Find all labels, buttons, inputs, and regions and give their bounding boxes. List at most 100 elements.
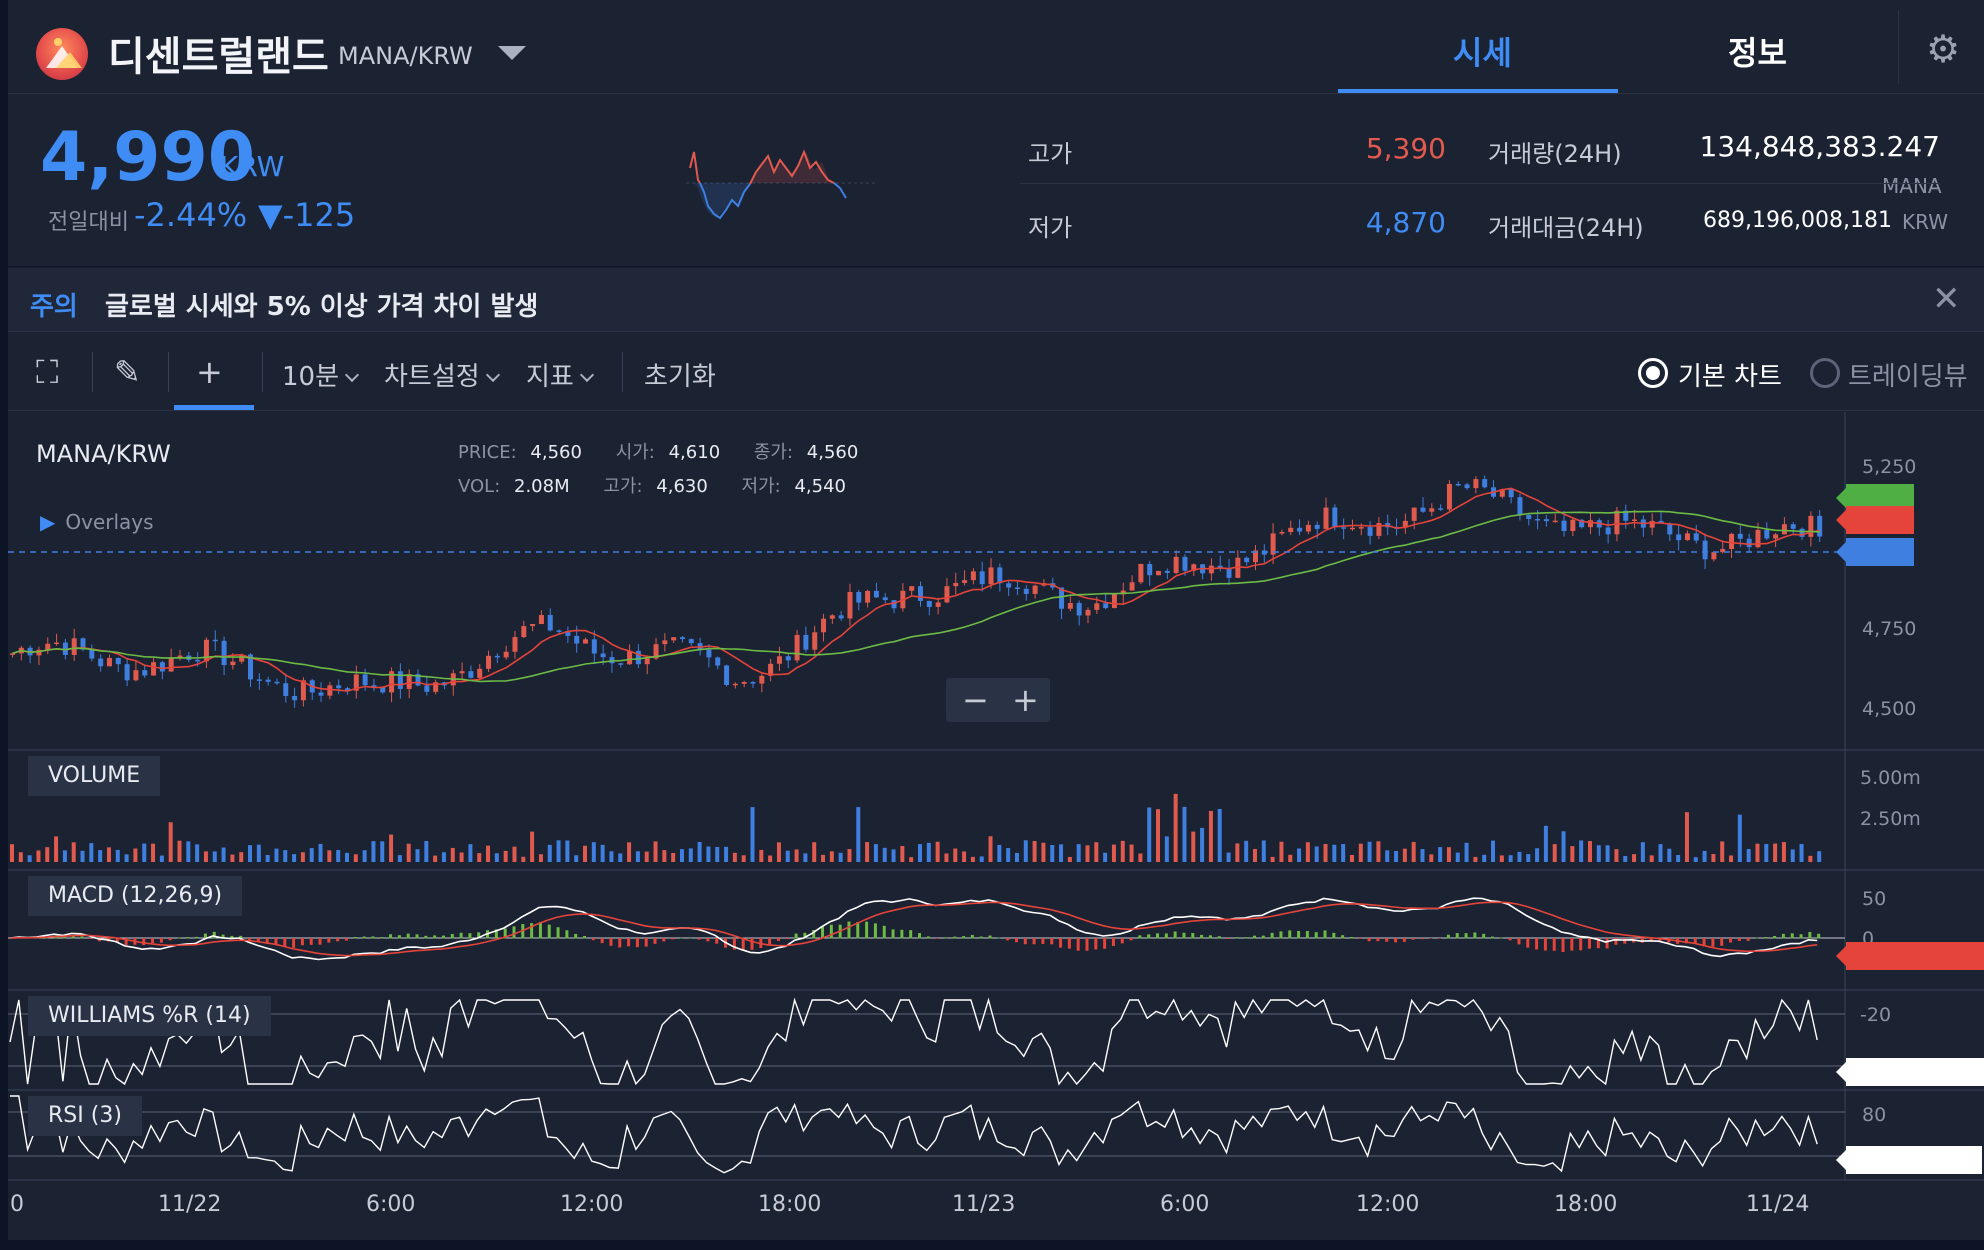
chevron-down-icon	[579, 367, 594, 383]
toolbar-divider	[168, 352, 169, 392]
price-readout-value: 4,560	[530, 442, 582, 463]
x-axis-label: 12:00	[1356, 1192, 1420, 1217]
williams-axis-label: -20	[1860, 1004, 1892, 1026]
low-label: 저가	[1028, 214, 1073, 242]
notice-bar	[8, 268, 1984, 332]
volume-axis-label: 5.00m	[1860, 767, 1921, 789]
rsi-value-tag: 13.09103404	[1835, 1146, 1983, 1174]
tradingview-label[interactable]: 트레이딩뷰	[1848, 362, 1968, 392]
stat-divider	[1020, 183, 1940, 184]
williams-value-tag: -88.37209302	[1836, 1058, 1984, 1086]
toolbar-divider	[622, 352, 623, 392]
x-axis-label: 6:00	[366, 1192, 416, 1217]
chart-settings-menu[interactable]: 차트설정	[384, 356, 500, 393]
x-axis-label: 11/24	[1746, 1192, 1810, 1217]
tab-info[interactable]: 정보	[1728, 34, 1787, 72]
williams-pane-label: WILLIAMS %R (14)	[28, 996, 271, 1036]
reset-button[interactable]: 초기화	[644, 362, 716, 392]
last-price-tag: 4,990	[1836, 538, 1914, 566]
price-axis-label: 5,250	[1862, 456, 1917, 478]
ma-short-tag: 5,089	[1836, 506, 1914, 534]
volume-label: 거래량(24H)	[1488, 140, 1622, 168]
x-axis-label: 18:00	[1554, 1192, 1618, 1217]
basic-chart-label[interactable]: 기본 차트	[1678, 362, 1782, 392]
chart-settings-label: 차트설정	[384, 362, 480, 392]
high-readout-value: 4,630	[656, 476, 708, 497]
zoom-out-button[interactable]: −	[962, 681, 989, 719]
macd-pane-label: MACD (12,26,9)	[28, 876, 243, 916]
high-label: 고가	[1028, 140, 1073, 168]
volume-value: 134,848,383.247	[1699, 130, 1940, 163]
x-axis-label: 12:00	[560, 1192, 624, 1217]
coin-name: 디센트럴랜드	[108, 34, 329, 80]
interval-select[interactable]: 10분	[282, 356, 360, 393]
indicators-menu[interactable]: 지표	[526, 356, 594, 393]
tradingview-radio[interactable]	[1810, 358, 1840, 388]
low-readout-value: 4,540	[794, 476, 846, 497]
value-label: 거래대금(24H)	[1488, 214, 1644, 242]
chevron-down-icon	[344, 367, 360, 383]
rsi-pane-label: RSI (3)	[28, 1096, 142, 1136]
notice-tag: 주의	[30, 292, 78, 322]
chevron-down-icon	[485, 367, 500, 383]
ohlc-readout: PRICE: 4,560 시가: 4,610 종가: 4,560	[458, 438, 858, 464]
volume-axis-label: 2.50m	[1860, 808, 1921, 830]
x-axis-label: 11/22	[158, 1192, 222, 1217]
close-icon[interactable]: ✕	[1932, 279, 1961, 319]
close-readout-value: 4,560	[806, 442, 859, 463]
notice-message: 글로벌 시세와 5% 이상 가격 차이 발생	[105, 292, 539, 322]
price-axis-label: 4,750	[1862, 618, 1917, 640]
high-readout-label: 고가:	[603, 476, 643, 497]
high-value: 5,390	[1365, 132, 1446, 165]
pencil-icon[interactable]: ✎	[114, 353, 141, 391]
current-price: 4,990	[40, 118, 256, 197]
interval-label: 10분	[282, 362, 340, 392]
ohlc-readout-2: VOL: 2.08M 고가: 4,630 저가: 4,540	[458, 472, 846, 498]
toolbar-divider	[262, 352, 263, 392]
tool-active-indicator	[174, 405, 254, 410]
tab-active-indicator	[1338, 89, 1618, 93]
crosshair-icon[interactable]: +	[196, 353, 223, 391]
zoom-controls: − +	[946, 678, 1050, 722]
header: 디센트럴랜드 MANA/KRW 시세 정보 ⚙	[8, 0, 1984, 94]
x-axis-label: 18:00	[758, 1192, 822, 1217]
value-value: 689,196,008,181	[1703, 208, 1892, 233]
price-currency: KRW	[220, 150, 285, 183]
sparkline	[686, 149, 876, 220]
volume-unit: MANA	[1882, 174, 1942, 198]
coin-dropdown-icon[interactable]	[498, 46, 526, 60]
price-readout-label: PRICE:	[458, 442, 517, 463]
indicators-label: 지표	[526, 362, 574, 392]
vol-readout-value: 2.08M	[514, 476, 570, 497]
overlays-label: Overlays	[65, 510, 154, 534]
price-summary	[8, 95, 1984, 267]
overlays-toggle[interactable]: ▶ Overlays	[40, 510, 154, 534]
close-readout-label: 종가:	[753, 442, 794, 463]
open-readout-label: 시가:	[615, 442, 655, 463]
header-divider	[1898, 10, 1899, 84]
vol-readout-label: VOL:	[458, 476, 501, 497]
change-label: 전일대비	[48, 210, 129, 235]
toolbar-divider	[92, 352, 93, 392]
basic-chart-radio[interactable]	[1638, 358, 1668, 388]
macd-value-tag: -26.85702109	[1836, 942, 1984, 970]
rsi-axis-label: 80	[1862, 1104, 1887, 1126]
low-value: 4,870	[1365, 206, 1446, 239]
change-amount: ▼-125	[258, 196, 356, 234]
x-axis-label: 0	[10, 1192, 24, 1217]
low-readout-label: 저가:	[741, 476, 781, 497]
value-unit: KRW	[1902, 210, 1948, 234]
triangle-right-icon: ▶	[40, 510, 56, 534]
gear-icon[interactable]: ⚙	[1926, 27, 1961, 71]
change-percent: -2.44%	[134, 196, 248, 234]
tab-price[interactable]: 시세	[1453, 34, 1512, 72]
macd-axis-label: 50	[1862, 888, 1887, 910]
coin-pair: MANA/KRW	[338, 42, 473, 70]
x-axis-label: 11/23	[952, 1192, 1016, 1217]
volume-pane-label: VOLUME	[28, 756, 161, 796]
coin-logo	[36, 28, 88, 80]
fullscreen-icon[interactable]: ⛶	[36, 353, 59, 391]
x-axis-label: 6:00	[1160, 1192, 1210, 1217]
zoom-in-button[interactable]: +	[1012, 681, 1039, 719]
price-axis-label: 4,500	[1862, 698, 1917, 720]
